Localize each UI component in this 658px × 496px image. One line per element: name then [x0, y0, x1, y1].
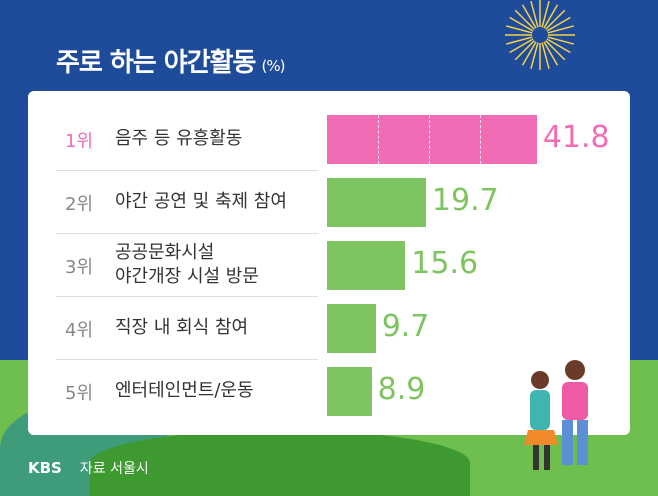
- bar-row: 4위 직장 내 회식 참여 9.7: [28, 297, 630, 360]
- category-label: 야간 공연 및 축제 참여: [115, 191, 287, 212]
- row-divider: [56, 359, 318, 360]
- bar-row: 3위 공공문화시설 야간개장 시설 방문 15.6: [28, 234, 630, 297]
- category-label: 엔터테인먼트/운동: [115, 380, 254, 401]
- couple-illustration-icon: [524, 360, 588, 470]
- row-divider: [56, 296, 318, 297]
- kbs-logo: KBS: [28, 459, 62, 477]
- rank-label: 5위: [65, 383, 94, 404]
- source-text: 자료 서울시: [79, 461, 149, 477]
- value-label: 8.9: [377, 372, 426, 407]
- category-label: 음주 등 유흥활동: [115, 128, 243, 149]
- row-divider: [56, 233, 318, 234]
- bar-row: 1위 음주 등 유흥활동 41.8: [28, 108, 630, 171]
- bar-gridline: [429, 115, 430, 164]
- rank-label: 4위: [65, 320, 94, 341]
- bar-row: 2위 야간 공연 및 축제 참여 19.7: [28, 171, 630, 234]
- rank-label: 3위: [65, 257, 94, 278]
- bar: [327, 304, 376, 353]
- bar: [327, 367, 372, 416]
- unit-label: (%): [261, 57, 285, 75]
- bar-gridline: [480, 115, 481, 164]
- value-label: 9.7: [381, 309, 430, 344]
- firework-icon: [505, 0, 575, 70]
- category-label: 직장 내 회식 참여: [115, 317, 249, 338]
- chart-title: 주로 하는 야간활동 (%): [56, 42, 285, 79]
- footer: KBS 자료 서울시: [28, 458, 149, 478]
- rank-label: 1위: [65, 131, 94, 152]
- title-text: 주로 하는 야간활동: [56, 48, 256, 78]
- bar: [327, 178, 426, 227]
- bar-row: 5위 엔터테인먼트/운동 8.9: [28, 360, 630, 423]
- value-label: 19.7: [431, 183, 499, 218]
- row-divider: [56, 170, 318, 171]
- rank-label: 2위: [65, 194, 94, 215]
- category-label: 공공문화시설 야간개장 시설 방문: [115, 242, 259, 287]
- value-label: 15.6: [411, 246, 479, 281]
- bar: [327, 241, 406, 290]
- bar-gridline: [378, 115, 379, 164]
- chart-card: 1위 음주 등 유흥활동 41.8 2위 야간 공연 및 축제 참여 19.7 …: [28, 91, 630, 435]
- bar: [327, 115, 537, 164]
- value-label: 41.8: [542, 120, 610, 155]
- hill-decoration: [90, 430, 470, 496]
